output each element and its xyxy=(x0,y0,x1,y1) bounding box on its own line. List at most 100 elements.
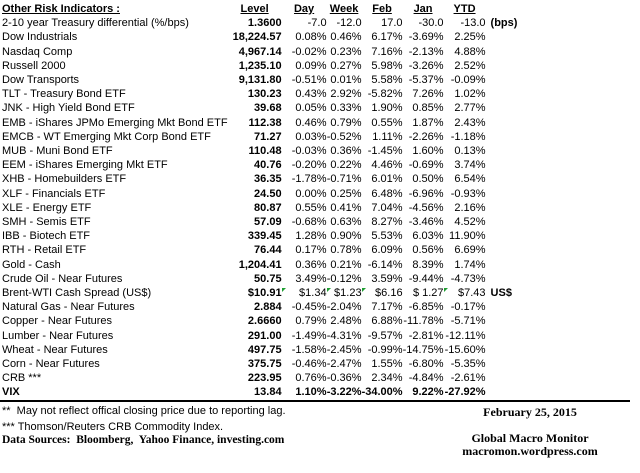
cell-value: 9.22% xyxy=(412,386,444,399)
cell-feb: -0.99% xyxy=(362,343,403,357)
cell-jan: -3.46% xyxy=(403,215,444,229)
cell-value: 2.77% xyxy=(454,102,486,115)
cell-ytd: 6.54% xyxy=(444,172,485,186)
table-row: Nasdaq Comp 4,967.14 -0.02% 0.23% 7.16% -2.13… xyxy=(2,45,616,59)
cell-value: -0.71% xyxy=(326,173,362,186)
cell-jan: -4.56% xyxy=(403,201,444,215)
cell-value: 0.25% xyxy=(330,187,362,200)
row-unit-note xyxy=(486,243,616,257)
cell-value: 0.27% xyxy=(330,59,362,72)
cell-level: 291.00 xyxy=(228,329,282,343)
cell-jan: -2.81% xyxy=(403,329,444,343)
cell-level: 375.75 xyxy=(228,357,282,371)
table-row: JNK - High Yield Bond ETF 39.68 0.05% 0.33%… xyxy=(2,101,616,115)
cell-jan: $ 1.27 xyxy=(403,286,444,300)
cell-value: 11.90% xyxy=(449,230,486,243)
risk-indicators-table: Other Risk Indicators : Level Day Week F… xyxy=(2,2,616,400)
cell-level: 1,235.10 xyxy=(228,59,282,73)
table-row: 2-10 year Treasury differential (%/bps) 1… xyxy=(2,16,616,30)
cell-value: 112.38 xyxy=(248,116,282,129)
cell-value: 1.74% xyxy=(454,258,486,271)
cell-jan: 1.60% xyxy=(403,144,443,158)
cell-day: 0.08% xyxy=(282,30,326,44)
cell-value: 6.01% xyxy=(371,173,403,186)
cell-week: -2.45% xyxy=(327,343,362,357)
cell-value: -0.36% xyxy=(326,372,362,385)
report-date: February 25, 2015 xyxy=(483,405,577,419)
row-unit-note xyxy=(486,215,616,229)
cell-day: -0.68% xyxy=(282,215,327,229)
cell-value: 2.6660 xyxy=(247,315,282,328)
table-row: CRB *** 223.95 0.76% -0.36% 2.34% -4.84% -2.61… xyxy=(2,371,616,385)
cell-jan: -30.0 xyxy=(403,16,443,30)
row-label: CRB *** xyxy=(2,372,42,385)
cell-day: -1.78% xyxy=(282,172,327,186)
cell-value: 4.46% xyxy=(371,159,403,172)
cell-week: 0.90% xyxy=(327,229,361,243)
column-header-week: Week xyxy=(329,3,359,15)
row-unit-note xyxy=(486,258,616,272)
cell-level: 50.75 xyxy=(228,272,282,286)
cell-value: 1.55% xyxy=(371,358,403,371)
column-header-feb: Feb xyxy=(372,3,392,15)
cell-value: 0.13% xyxy=(454,145,486,158)
cell-value: -5.35% xyxy=(450,358,486,371)
header-row: Other Risk Indicators : Level Day Week F… xyxy=(2,2,616,16)
cell-jan: -2.13% xyxy=(403,45,444,59)
cell-value: $1.34 xyxy=(299,287,327,300)
cell-jan: -6.80% xyxy=(403,357,444,371)
row-unit-note xyxy=(486,30,616,44)
cell-value: 2.884 xyxy=(254,301,282,314)
cell-feb: 8.27% xyxy=(362,215,402,229)
cell-feb: 5.58% xyxy=(362,73,402,87)
cell-ytd: 4.88% xyxy=(444,45,485,59)
row-label: RTH - Retail ETF xyxy=(2,244,87,257)
cell-feb: -34.00% xyxy=(362,385,403,399)
row-label: Russell 2000 xyxy=(2,59,66,72)
cell-value: 7.17% xyxy=(371,301,403,314)
row-unit-note xyxy=(486,59,616,73)
cell-day: 0.76% xyxy=(282,371,326,385)
cell-week: 0.22% xyxy=(327,158,361,172)
cell-week: $1.23 xyxy=(326,286,362,300)
cell-value: 7.16% xyxy=(371,45,403,58)
cell-day: 0.09% xyxy=(282,59,326,73)
cell-value: 223.95 xyxy=(247,372,282,385)
table-row: Dow Industrials 18,224.57 0.08% 0.46% 6.17% -… xyxy=(2,30,616,44)
cell-value: 0.56% xyxy=(412,244,444,257)
cell-value: 1.11% xyxy=(372,130,403,143)
cell-value: -3.46% xyxy=(408,216,444,229)
cell-jan: 1.87% xyxy=(403,116,443,130)
cell-value: $ 1.27 xyxy=(412,287,444,300)
excel-corner-flag-icon xyxy=(281,288,286,293)
cell-value: -4.73% xyxy=(450,272,486,285)
cell-week: 0.79% xyxy=(327,116,361,130)
cell-week: -0.36% xyxy=(327,371,362,385)
cell-level: 13.84 xyxy=(228,385,282,399)
cell-value: 0.79% xyxy=(295,315,327,328)
table-bottom-rule xyxy=(0,400,630,402)
cell-value: -15.60% xyxy=(444,343,486,356)
cell-day: 0.79% xyxy=(282,314,327,328)
cell-feb: 2.34% xyxy=(362,371,402,385)
cell-value: 80.87 xyxy=(254,201,282,214)
cell-ytd: 2.16% xyxy=(444,201,485,215)
cell-week: 0.78% xyxy=(327,243,361,257)
row-label: XLF - Financials ETF xyxy=(2,187,106,200)
cell-value: -3.26% xyxy=(408,59,444,72)
row-label: Natural Gas - Near Futures xyxy=(2,301,135,314)
cell-day: -1.49% xyxy=(282,329,327,343)
excel-corner-flag-icon xyxy=(361,288,366,293)
cell-ytd: -12.11% xyxy=(444,329,485,343)
cell-value: -1.58% xyxy=(291,343,327,356)
cell-ytd: -0.93% xyxy=(444,187,486,201)
cell-value: $1.23 xyxy=(334,287,362,300)
column-header-jan: Jan xyxy=(413,3,433,15)
cell-feb: 6.09% xyxy=(362,243,402,257)
row-unit-note xyxy=(486,201,616,215)
cell-level: 24.50 xyxy=(228,187,282,201)
cell-value: -3.22% xyxy=(326,386,362,399)
cell-value: 1,235.10 xyxy=(238,59,282,72)
cell-value: 0.46% xyxy=(330,31,362,44)
cell-ytd: -13.0 xyxy=(444,16,485,30)
